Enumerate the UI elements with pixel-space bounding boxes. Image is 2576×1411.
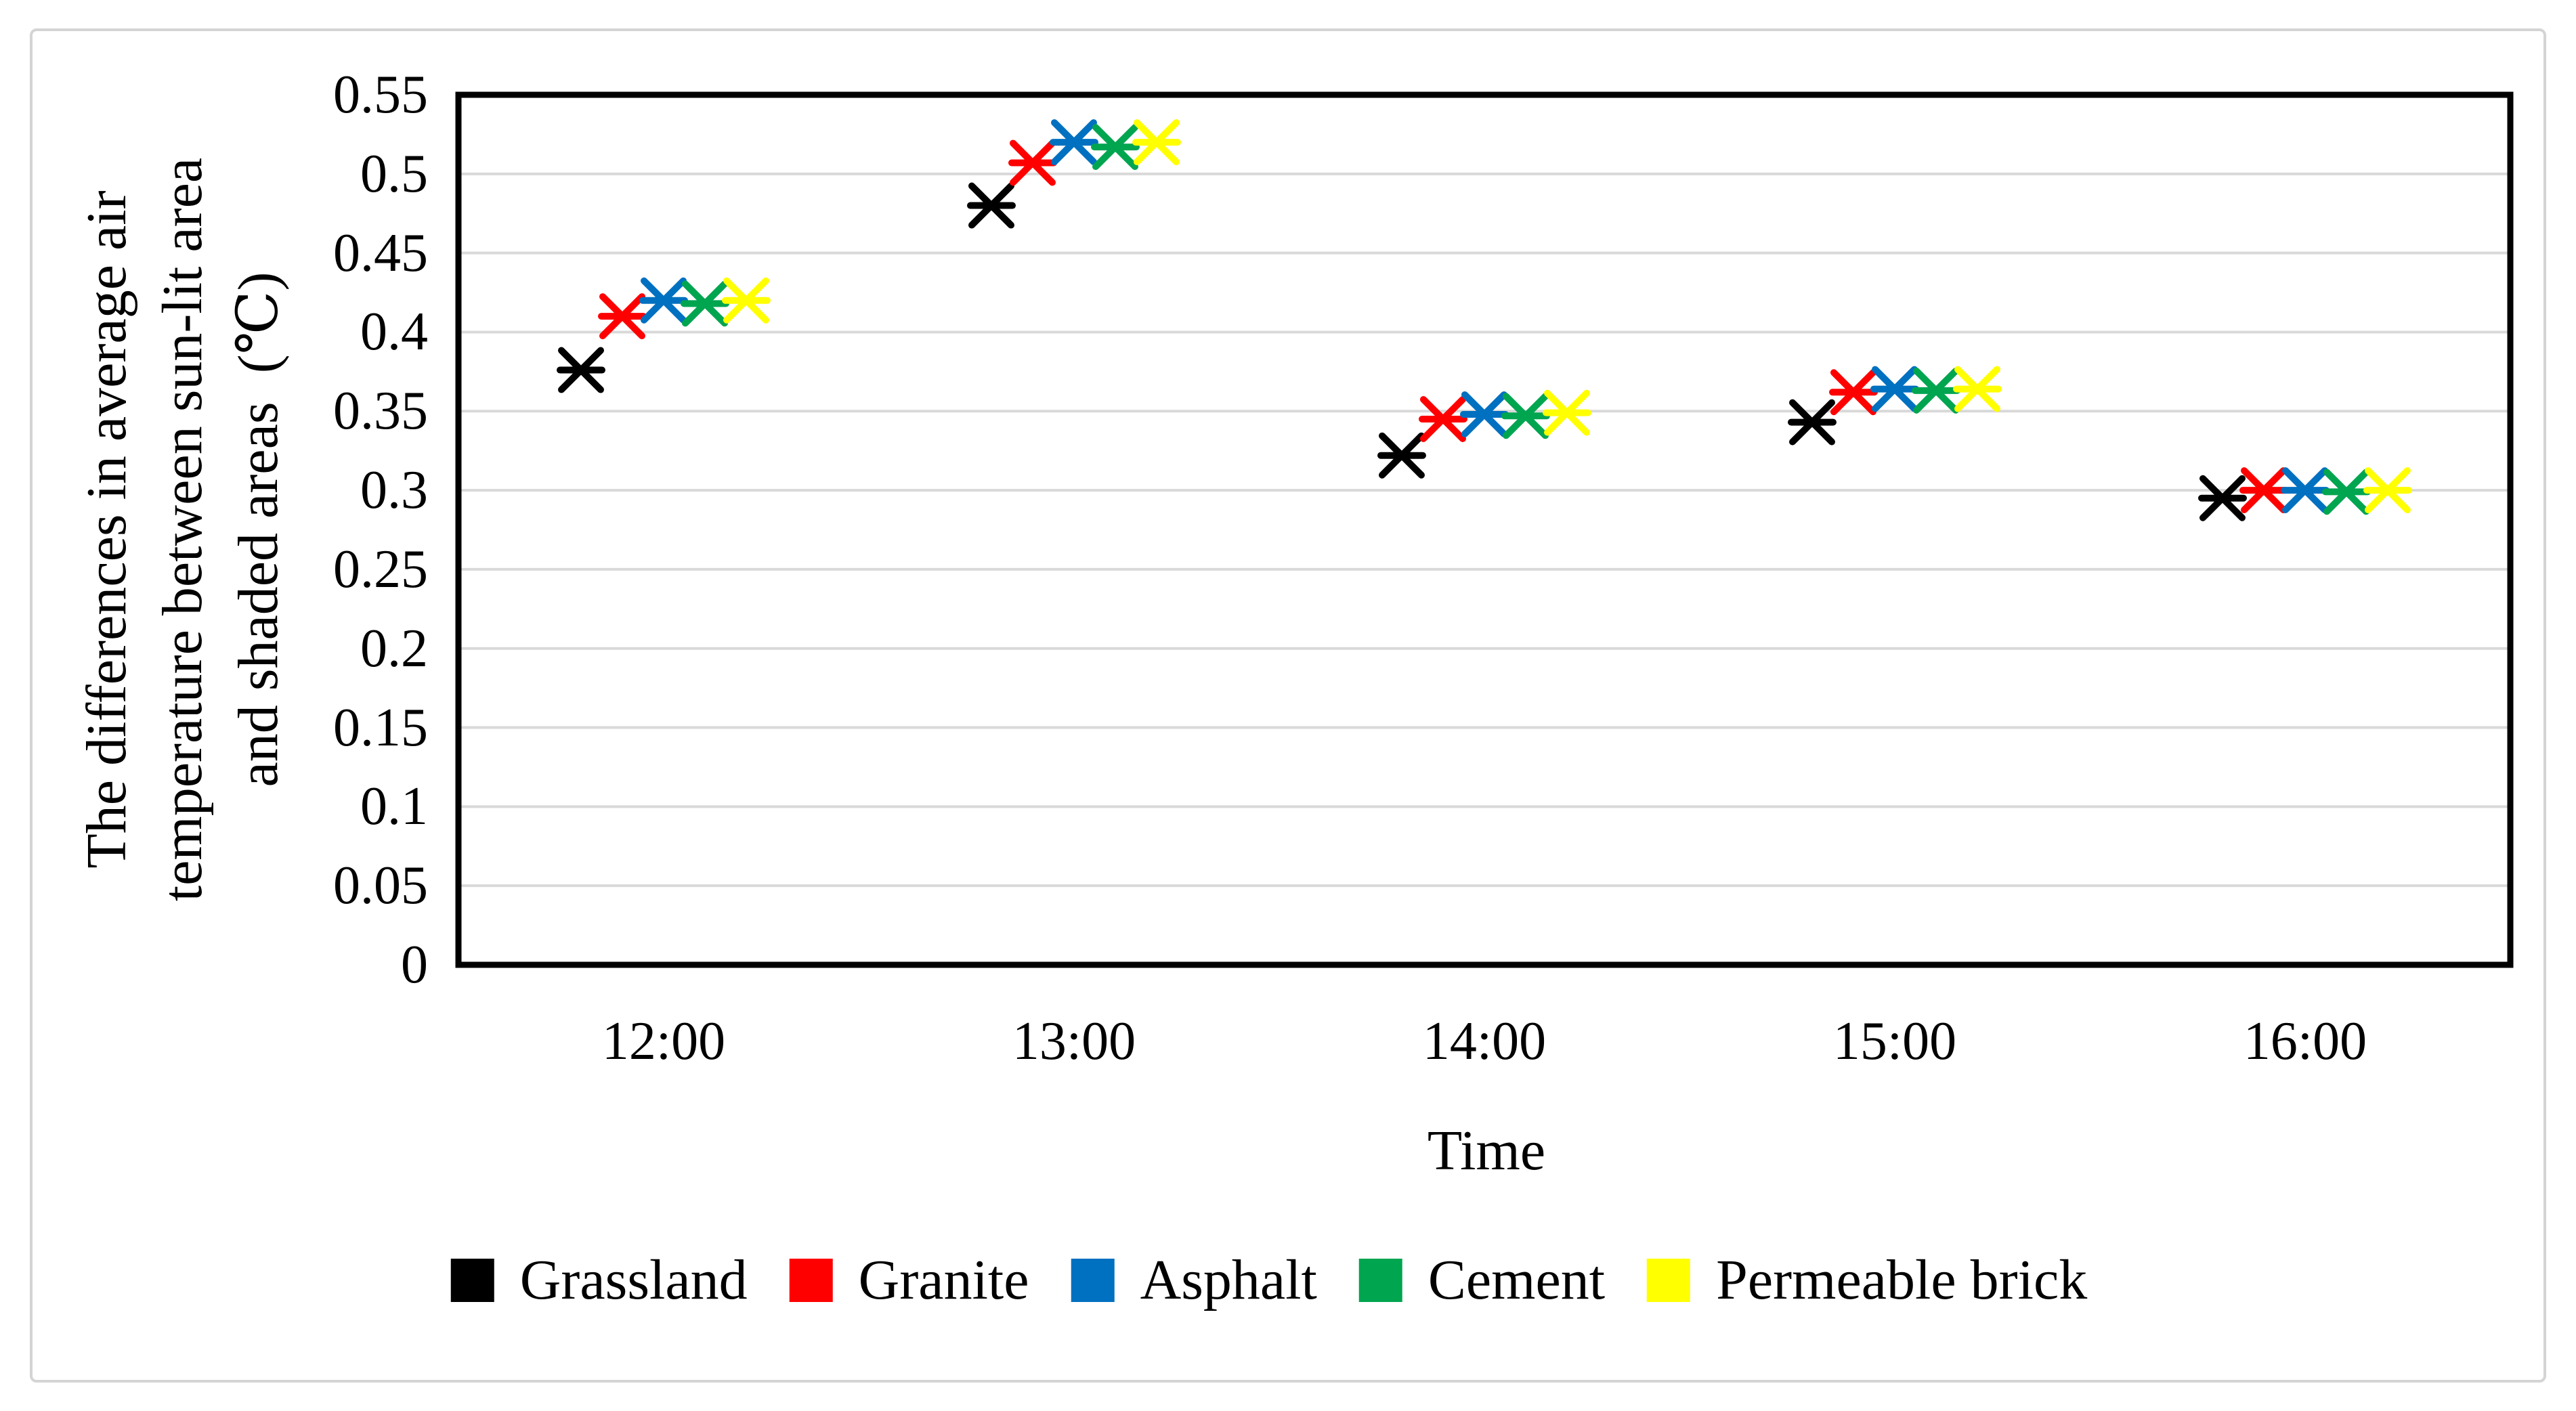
legend-label: Granite — [858, 1249, 1029, 1311]
x-tick-label: 12:00 — [601, 1012, 726, 1071]
y-tick-label: 0 — [401, 935, 428, 995]
legend-swatch — [1647, 1259, 1691, 1302]
y-tick-label: 0.3 — [360, 460, 428, 521]
data-point-marker — [1091, 124, 1140, 171]
data-point-marker — [2322, 469, 2371, 515]
data-point-marker — [1543, 389, 1591, 436]
data-point-marker — [1419, 395, 1467, 442]
y-tick-label: 0.35 — [333, 381, 428, 441]
x-tick-label: 14:00 — [1422, 1012, 1547, 1071]
data-point-marker — [1377, 432, 1426, 479]
data-point-marker — [1132, 119, 1181, 166]
data-point-marker — [681, 280, 729, 327]
data-point-marker — [2281, 467, 2330, 514]
y-axis-title-line: The differences in average air — [75, 190, 138, 869]
data-point-marker — [722, 277, 771, 324]
y-tick-label: 0.5 — [360, 144, 428, 204]
legend-label: Permeable brick — [1716, 1249, 2088, 1311]
y-tick-label: 0.45 — [333, 223, 428, 283]
x-tick-label: 16:00 — [2243, 1012, 2367, 1071]
legend-item: Asphalt — [1071, 1250, 1317, 1311]
y-tick-label: 0.15 — [333, 697, 428, 758]
data-point-marker — [1870, 366, 1919, 412]
data-point-marker — [1460, 391, 1509, 437]
data-point-marker — [1912, 367, 1960, 414]
data-point-marker — [2363, 467, 2412, 514]
chart-legend: Grassland Granite Asphalt Cement Permeable b… — [450, 1249, 2087, 1311]
legend-swatch — [789, 1259, 833, 1302]
legend-item: Granite — [789, 1249, 1029, 1311]
legend-swatch — [450, 1259, 494, 1302]
data-point-marker — [1501, 393, 1550, 439]
plot-border — [455, 91, 2514, 968]
legend-label: Asphalt — [1140, 1249, 1317, 1311]
data-point-marker — [2198, 475, 2247, 521]
legend-swatch — [1071, 1259, 1115, 1302]
x-tick-label: 15:00 — [1832, 1012, 1957, 1071]
data-point-marker — [1008, 139, 1057, 186]
y-axis-title: The differences in average air temperatu… — [69, 72, 297, 986]
legend-item: Grassland — [450, 1249, 748, 1311]
y-tick-label: 0.2 — [360, 618, 428, 678]
data-point-marker — [557, 347, 605, 393]
y-tick-label: 0.05 — [333, 856, 428, 916]
legend-item: Cement — [1358, 1249, 1606, 1311]
y-axis-title-line: temperature between sun-lit area — [151, 157, 214, 902]
data-point-marker — [1050, 119, 1098, 166]
x-tick-label: 13:00 — [1012, 1012, 1136, 1071]
legend-label: Cement — [1427, 1249, 1606, 1311]
y-tick-label: 0.55 — [333, 65, 428, 125]
legend-label: Grassland — [519, 1249, 748, 1311]
data-point-marker — [967, 182, 1016, 229]
legend-swatch — [1358, 1259, 1402, 1302]
x-axis-title: Time — [1427, 1119, 1546, 1182]
legend-item: Permeable brick — [1647, 1250, 2087, 1311]
y-tick-label: 0.25 — [333, 539, 428, 599]
data-point-marker — [598, 293, 647, 340]
y-axis-title-line: and shaded areas (℃) — [227, 272, 290, 787]
data-point-marker — [1829, 369, 1878, 416]
data-point-marker — [2239, 467, 2288, 514]
data-point-marker — [639, 277, 688, 324]
y-tick-label: 0.4 — [360, 302, 428, 362]
y-tick-label: 0.1 — [360, 777, 428, 837]
data-point-marker — [1788, 399, 1837, 446]
data-point-marker — [1953, 366, 2002, 412]
